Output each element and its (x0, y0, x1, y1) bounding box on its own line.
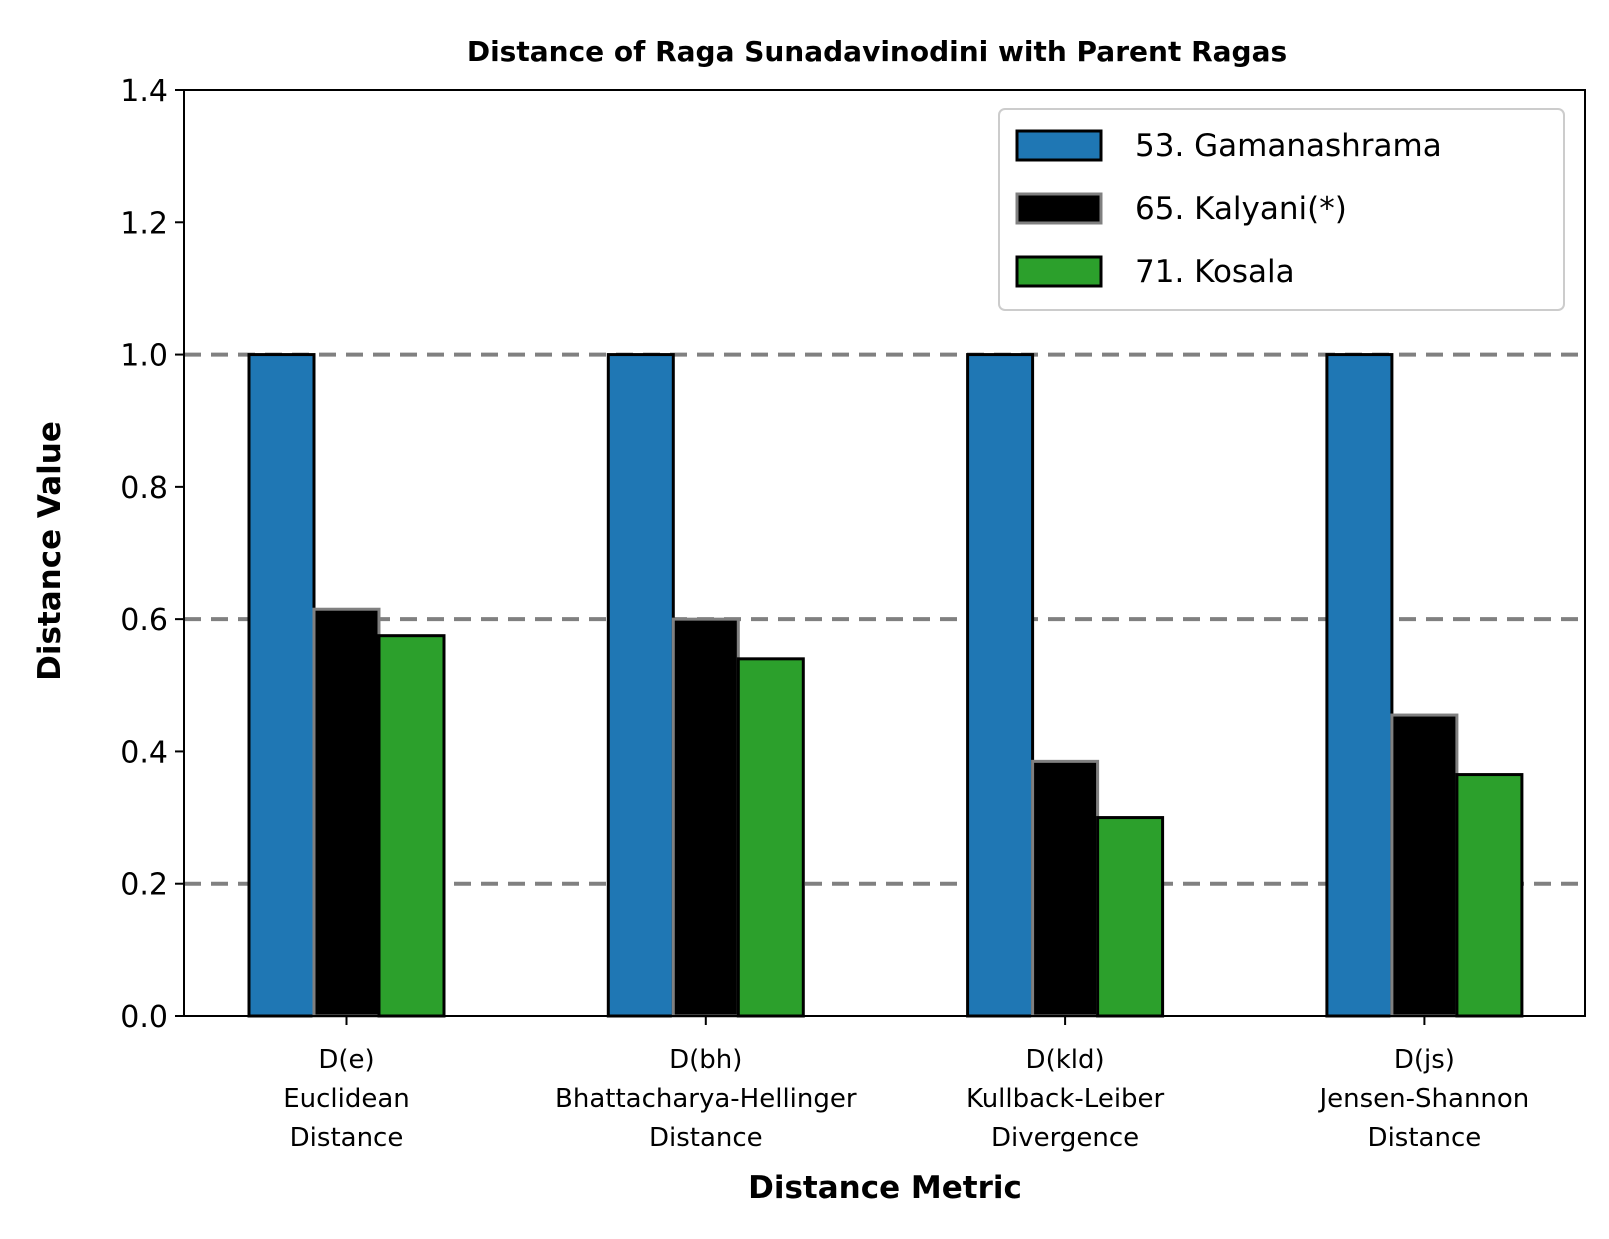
bar (1096, 816, 1165, 1018)
x-tick-label: D(bh) Bhattacharya-Hellinger Distance (555, 1045, 857, 1153)
y-tick-label: 1.4 (120, 74, 168, 109)
y-tick-label: 0.2 (120, 868, 168, 903)
chart-title: Distance of Raga Sunadavinodini with Par… (467, 35, 1287, 68)
bar (671, 617, 740, 1018)
bars (247, 353, 1524, 1018)
bar (966, 353, 1035, 1018)
legend-swatch (1015, 192, 1103, 225)
axes (183, 89, 1586, 1017)
y-axis-ticks: 0.0 0.2 0.4 0.6 0.8 1.0 1.2 1.4 (120, 74, 184, 1035)
legend-label: 71. Kosala (1135, 254, 1295, 290)
y-axis-label: Distance Value (32, 421, 68, 681)
y-tick-label: 1.0 (120, 339, 168, 374)
bar (1325, 353, 1394, 1018)
plot-frame (183, 89, 1586, 1017)
bar (606, 353, 675, 1018)
legend-swatch (1015, 129, 1103, 162)
bar (377, 634, 446, 1018)
legend-frame (998, 108, 1565, 311)
legend-label: 65. Kalyani(*) (1135, 191, 1347, 227)
bar (1455, 773, 1524, 1018)
bar (312, 607, 381, 1018)
x-tick-label: D(e) Euclidean Distance (283, 1045, 410, 1153)
x-tick-label: D(js) Jensen-Shannon Distance (1317, 1045, 1529, 1153)
bar (736, 657, 805, 1018)
legend-swatch (1015, 255, 1103, 288)
bar (247, 353, 316, 1018)
y-tick-label: 0.8 (120, 471, 168, 506)
y-tick-label: 0.6 (120, 603, 168, 638)
y-tick-label: 0.4 (120, 735, 168, 770)
x-axis-ticks: D(e) Euclidean Distance D(bh) Bhattacharya-H… (283, 1016, 1529, 1153)
x-tick-label: D(kld) Kullback-Leiber Divergence (966, 1045, 1165, 1153)
legend-label: 53. Gamanashrama (1135, 128, 1442, 164)
y-tick-label: 1.2 (120, 206, 168, 241)
legend: 53. Gamanashrama 65. Kalyani(*) 71. Kosala (998, 108, 1565, 311)
bar (1031, 759, 1100, 1018)
y-tick-label: 0.0 (120, 1000, 168, 1035)
bar (1390, 713, 1459, 1018)
x-axis-label: Distance Metric (748, 1170, 1022, 1206)
